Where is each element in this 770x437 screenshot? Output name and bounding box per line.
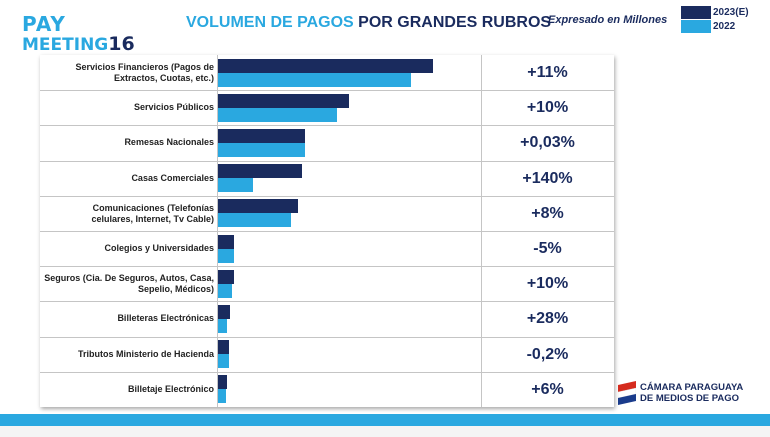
change-label: +28%	[526, 309, 569, 327]
logo-line2-num: 16	[108, 33, 135, 55]
category-label-line: Tributos Ministerio de Hacienda	[77, 349, 214, 359]
bar-2023	[218, 59, 433, 73]
camara-logo: CÁMARA PARAGUAYA DE MEDIOS DE PAGO	[618, 381, 743, 405]
change-label: +11%	[527, 63, 568, 81]
change-label: -5%	[533, 239, 562, 257]
category-label: Remesas Nacionales	[40, 125, 214, 160]
grid-line-horizontal	[40, 161, 614, 162]
category-label: Servicios Financieros (Pagos de Extractos…	[40, 55, 214, 90]
change-label: +10%	[526, 274, 569, 292]
category-label-line: celulares, Internet, Tv Cable)	[91, 213, 214, 224]
grid-line-horizontal	[40, 337, 614, 338]
bar-2022	[218, 284, 232, 298]
grid-line-horizontal	[40, 196, 614, 197]
logo-line1: PAY	[22, 12, 66, 36]
chart-panel: Servicios Financieros (Pagos de Extractos…	[40, 55, 614, 407]
category-label: Comunicaciones (Telefonías celulares, Int…	[40, 196, 214, 231]
bottom-band-light	[0, 426, 770, 437]
category-label: Colegios y Universidades	[40, 231, 214, 266]
category-label-line: Billetaje Electrónico	[127, 384, 214, 394]
legend-swatch-2022	[681, 19, 711, 33]
grid-line-horizontal	[40, 125, 614, 126]
category-label-line: Remesas Nacionales	[124, 137, 214, 147]
category-label: Billetaje Electrónico	[40, 372, 214, 407]
bar-2022	[218, 178, 253, 192]
bar-2023	[218, 375, 227, 389]
category-label: Servicios Públicos	[40, 90, 214, 125]
category-label-line: Servicios Financieros (Pagos de	[75, 61, 214, 72]
bar-2022	[218, 213, 291, 227]
change-label: +0,03%	[520, 133, 575, 151]
bar-2022	[218, 389, 226, 403]
category-label: Casas Comerciales	[40, 161, 214, 196]
category-label-line: Billeteras Electrónicas	[117, 313, 214, 323]
bar-2023	[218, 164, 302, 178]
camara-flag-icon	[618, 381, 636, 405]
category-label-line: Colegios y Universidades	[104, 243, 214, 253]
bar-2023	[218, 94, 349, 108]
bar-2023	[218, 340, 229, 354]
grid-line-horizontal	[40, 301, 614, 302]
legend-label-2023: 2023(E)	[713, 6, 749, 18]
chart-title-part2: POR GRANDES RUBROS	[358, 14, 552, 31]
bottom-band	[0, 414, 770, 426]
category-label: Billeteras Electrónicas	[40, 301, 214, 336]
grid-line-horizontal	[40, 90, 614, 91]
change-label: +6%	[531, 380, 564, 398]
bar-2022	[218, 108, 337, 122]
logo-line2: MEETING16	[22, 35, 135, 55]
bar-2023	[218, 270, 234, 284]
bar-2023	[218, 129, 305, 143]
category-label-line: Casas Comerciales	[131, 173, 214, 183]
bar-2023	[218, 199, 298, 213]
grid-line-horizontal	[40, 266, 614, 267]
grid-line-horizontal	[40, 372, 614, 373]
bar-2022	[218, 319, 227, 333]
bar-2022	[218, 73, 411, 87]
category-label-line: Extractos, Cuotas, etc.)	[113, 72, 214, 83]
category-label: Tributos Ministerio de Hacienda	[40, 337, 214, 372]
category-label-line: Sepelio, Médicos)	[137, 283, 214, 294]
bar-2023	[218, 305, 230, 319]
logo-line2-text: MEETING	[22, 35, 109, 55]
category-label-line: Servicios Públicos	[133, 102, 214, 112]
legend: 2023(E) 2022	[681, 5, 749, 33]
bar-2023	[218, 235, 234, 249]
bar-2022	[218, 249, 234, 263]
legend-label-2022: 2022	[713, 20, 736, 32]
change-label: -0,2%	[526, 345, 569, 363]
change-label: +8%	[531, 204, 564, 222]
category-label-line: Seguros (Cia. De Seguros, Autos, Casa,	[44, 272, 214, 283]
bar-2022	[218, 354, 229, 368]
camara-line1: CÁMARA PARAGUAYA	[640, 382, 744, 393]
legend-swatch-2023	[681, 5, 711, 19]
legend-item-2023: 2023(E)	[681, 5, 749, 19]
camara-line2: DE MEDIOS DE PAGO	[640, 393, 740, 404]
chart-title-part1: VOLUMEN DE PAGOS	[186, 14, 354, 31]
paymeeting-logo: PAY MEETING16	[22, 12, 135, 55]
legend-item-2022: 2022	[681, 19, 749, 33]
category-label-line: Comunicaciones (Telefonías	[92, 202, 214, 213]
category-label: Seguros (Cia. De Seguros, Autos, Casa, Se…	[40, 266, 214, 301]
grid-line-horizontal	[40, 231, 614, 232]
chart-subtitle: Expresado en Millones	[548, 14, 668, 26]
bar-2022	[218, 143, 305, 157]
change-label: +140%	[522, 169, 573, 187]
change-label: +10%	[526, 98, 569, 116]
chart-title: VOLUMEN DE PAGOS POR GRANDES RUBROS	[186, 14, 551, 32]
